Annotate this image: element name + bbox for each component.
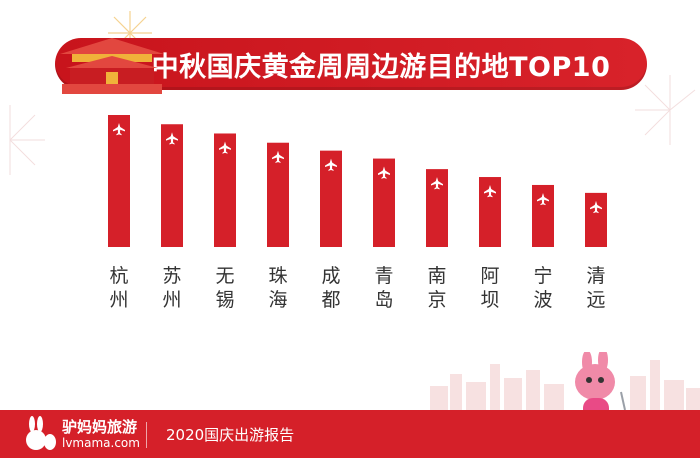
report-title: 2020国庆出游报告 xyxy=(166,426,295,444)
title-banner: 中秋国庆黄金周周边游目的地TOP10 xyxy=(55,38,647,90)
category-label: 宁波 xyxy=(533,265,552,311)
chart-title: 中秋国庆黄金周周边游目的地TOP10 xyxy=(151,51,611,83)
plane-icon xyxy=(484,185,496,198)
category-label: 清远 xyxy=(586,265,605,311)
firework-decoration-right xyxy=(635,75,696,145)
footer-bar: 驴妈妈旅游 lvmama.com 2020国庆出游报告 xyxy=(0,410,700,458)
bar-9 xyxy=(585,192,607,247)
category-label: 南京 xyxy=(427,265,446,311)
plane-icon xyxy=(272,150,284,163)
plane-icon xyxy=(378,166,390,179)
category-label: 苏州 xyxy=(162,265,181,311)
footer-divider xyxy=(146,422,147,448)
bar-5 xyxy=(373,158,395,247)
category-label: 成都 xyxy=(321,265,340,311)
bar-6 xyxy=(426,169,448,247)
rabbit-logo-icon xyxy=(26,416,56,450)
plane-icon xyxy=(325,158,337,171)
plane-icon xyxy=(537,192,549,206)
plane-icon xyxy=(166,132,178,145)
category-label: 无锡 xyxy=(215,265,234,311)
plane-icon xyxy=(431,177,443,190)
bar-7 xyxy=(479,177,501,247)
bar-3 xyxy=(267,142,289,247)
city-skyline-decoration xyxy=(430,360,700,410)
brand-url: lvmama.com xyxy=(62,436,140,450)
plane-icon xyxy=(219,141,231,154)
bar-1 xyxy=(161,124,183,247)
tiananmen-gate-icon xyxy=(60,38,164,94)
category-label: 珠海 xyxy=(268,265,287,311)
bar-4 xyxy=(320,150,342,247)
category-label: 阿坝 xyxy=(480,265,499,311)
brand-name: 驴妈妈旅游 xyxy=(62,418,138,436)
category-label: 杭州 xyxy=(109,265,128,311)
plane-icon xyxy=(590,200,602,214)
plane-icon xyxy=(113,123,125,136)
firework-decoration-left xyxy=(9,105,45,175)
bar-0 xyxy=(108,115,130,247)
bar-2 xyxy=(214,133,236,247)
category-label: 青岛 xyxy=(374,265,393,311)
